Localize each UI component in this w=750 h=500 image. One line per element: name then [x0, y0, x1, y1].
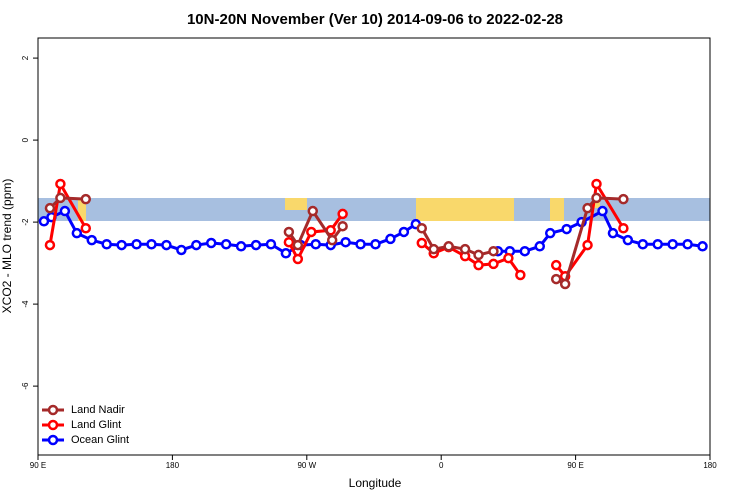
data-point — [618, 223, 629, 234]
legend-label: Land Glint — [71, 419, 121, 431]
data-point — [310, 238, 322, 250]
data-point — [161, 239, 172, 251]
data-point — [337, 220, 348, 232]
legend-swatch-point — [47, 419, 59, 431]
data-point — [283, 226, 295, 238]
data-point — [205, 237, 217, 249]
data-point — [292, 253, 304, 265]
data-point — [307, 205, 319, 217]
data-point — [534, 241, 546, 252]
data-point — [340, 236, 351, 248]
data-point — [652, 238, 663, 250]
data-point — [59, 205, 71, 217]
y-tick-label: 0 — [21, 137, 30, 142]
data-point — [459, 243, 471, 255]
data-point — [561, 223, 572, 235]
y-tick-label: 2 — [21, 55, 30, 60]
data-point — [515, 269, 526, 281]
data-point — [55, 192, 66, 204]
map-strip — [38, 198, 710, 221]
data-point — [86, 234, 98, 246]
data-point — [597, 205, 608, 217]
data-point — [591, 192, 602, 204]
data-point — [416, 237, 428, 249]
data-point — [55, 178, 66, 190]
data-point — [607, 227, 619, 239]
data-point — [146, 238, 157, 250]
x-axis-label: Longitude — [349, 476, 402, 490]
data-point — [398, 226, 410, 238]
data-point — [306, 226, 317, 238]
data-point — [637, 238, 649, 250]
data-point — [682, 238, 693, 250]
data-point — [473, 259, 484, 271]
y-tick-label: -2 — [21, 218, 30, 226]
data-point — [220, 238, 232, 250]
data-point — [44, 239, 56, 251]
data-point — [503, 252, 514, 264]
data-point — [488, 245, 499, 257]
data-point — [265, 238, 277, 250]
data-point — [101, 238, 112, 250]
data-point — [191, 239, 202, 251]
data-point — [370, 238, 381, 250]
data-point — [80, 193, 92, 205]
data-point — [550, 259, 562, 271]
data-point — [326, 234, 338, 246]
data-point — [591, 178, 602, 190]
x-tick-label: 180 — [703, 461, 717, 470]
x-tick-label: 0 — [439, 461, 444, 470]
x-tick-label: 90 E — [567, 461, 583, 470]
data-point — [559, 278, 571, 290]
y-tick-label: -6 — [21, 382, 30, 390]
data-point — [550, 273, 562, 285]
data-point — [176, 244, 187, 256]
data-point — [292, 239, 304, 251]
data-point — [337, 208, 348, 220]
x-tick-label: 180 — [166, 461, 180, 470]
y-axis-label: XCO2 - MLO trend (ppm) — [0, 179, 14, 314]
data-point — [131, 238, 142, 250]
data-point — [80, 223, 92, 234]
legend-swatch-point — [47, 434, 59, 446]
y-tick-label: -4 — [21, 300, 30, 308]
x-tick-label: 90 E — [30, 461, 46, 470]
data-point — [355, 238, 366, 250]
x-tick-label: 90 W — [297, 461, 316, 470]
legend-swatch-point — [47, 404, 59, 416]
chart-title: 10N-20N November (Ver 10) 2014-09-06 to … — [187, 11, 563, 28]
data-point — [235, 241, 247, 252]
data-point — [697, 241, 708, 252]
data-point — [416, 223, 428, 234]
data-point — [443, 241, 454, 252]
data-point — [38, 216, 50, 227]
data-point — [582, 202, 593, 214]
data-point — [428, 243, 439, 255]
data-point — [582, 239, 593, 251]
data-point — [519, 245, 531, 257]
data-point — [473, 249, 484, 261]
data-point — [667, 238, 678, 250]
data-point — [71, 227, 83, 239]
legend-label: Land Nadir — [71, 404, 125, 416]
plot-frame — [37, 37, 711, 456]
data-point — [488, 258, 499, 270]
data-point — [116, 239, 127, 251]
data-point — [250, 239, 262, 251]
data-point — [280, 248, 292, 259]
data-point — [544, 227, 556, 239]
data-point — [385, 233, 396, 245]
legend-label: Ocean Glint — [71, 434, 129, 446]
data-point — [44, 202, 56, 214]
data-point — [618, 193, 629, 205]
data-point — [622, 234, 634, 246]
legend: Land Nadir Land Glint Ocean Glint — [42, 404, 129, 446]
data-point — [283, 236, 295, 248]
